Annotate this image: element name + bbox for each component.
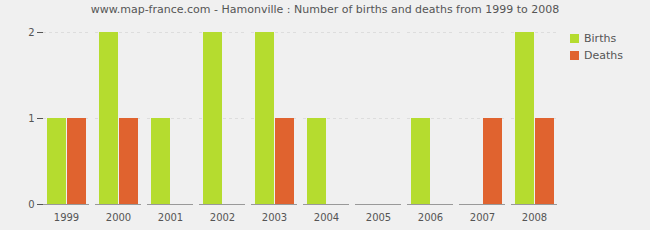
svg-text:1: 1 [28, 113, 34, 124]
svg-text:2005: 2005 [366, 212, 391, 223]
svg-text:2: 2 [28, 27, 34, 38]
svg-text:2008: 2008 [522, 212, 547, 223]
svg-text:2001: 2001 [158, 212, 183, 223]
svg-text:2002: 2002 [210, 212, 235, 223]
svg-text:2006: 2006 [418, 212, 443, 223]
svg-text:2007: 2007 [470, 212, 495, 223]
html-text:Births: Births [584, 32, 617, 45]
svg-text:1999: 1999 [54, 212, 79, 223]
html-text:Deaths: Deaths [584, 49, 623, 62]
html-text:www.map-france.com - Hamonvill: www.map-france.com - Hamonville : Number… [90, 3, 560, 16]
svg-text:2000: 2000 [106, 212, 131, 223]
svg-text:2004: 2004 [314, 212, 339, 223]
svg-text:0: 0 [28, 199, 34, 210]
svg-text:2003: 2003 [262, 212, 287, 223]
